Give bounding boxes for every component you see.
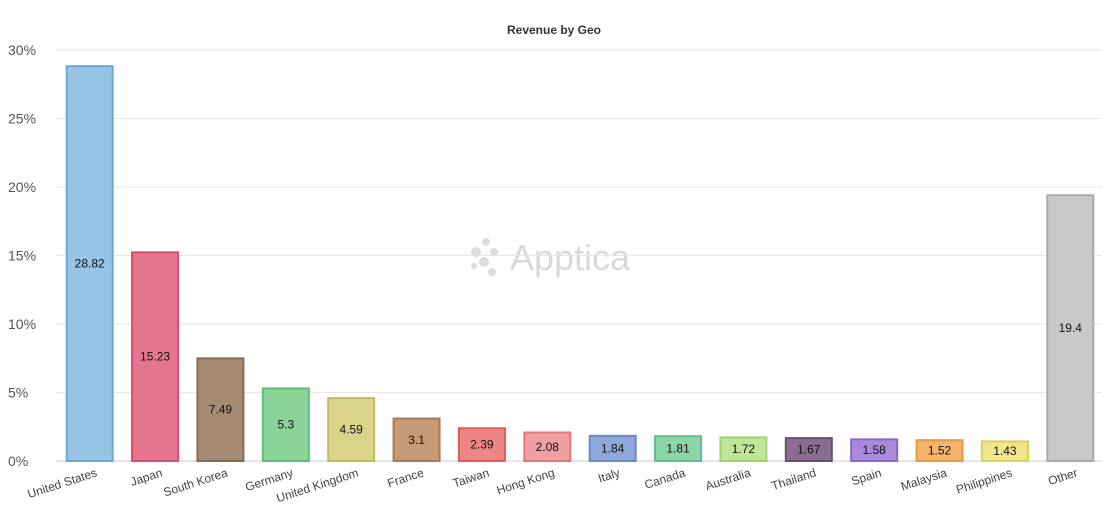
bar[interactable] [850,438,899,463]
bar[interactable] [719,436,768,463]
bar[interactable] [654,435,703,463]
x-tick-label: Italy [596,466,621,486]
x-tick-label: Hong Kong [495,466,556,498]
data-label: 1.67 [797,443,821,457]
bar[interactable] [196,357,245,462]
data-label: 1.81 [666,442,690,456]
data-label: 1.72 [732,442,756,456]
data-label: 5.3 [277,418,294,432]
apptica-logo-dot [471,263,477,269]
data-label: 15.23 [140,350,170,364]
data-label: 1.43 [993,444,1017,458]
bar[interactable] [1046,194,1095,462]
x-tick-label: Thailand [770,466,818,494]
x-tick-label: Taiwan [451,466,491,491]
y-tick-label: 10% [8,316,36,332]
x-tick-label: Malaysia [899,465,949,493]
bar[interactable] [784,437,833,463]
data-label: 28.82 [75,257,105,271]
apptica-logo-dot [471,247,481,257]
data-label: 19.4 [1059,321,1083,335]
x-tick-label: South Korea [162,465,230,499]
apptica-logo-dot [482,238,490,246]
apptica-logo-dot [488,268,496,276]
x-tick-label: Other [1046,466,1079,489]
data-label: 3.1 [408,433,425,447]
watermark: Apptica [471,237,631,278]
y-tick-label: 25% [8,111,36,127]
x-tick-label: Australia [704,465,753,493]
x-tick-label: United States [26,466,99,502]
apptica-logo-icon [471,238,498,276]
chart-title: Revenue by Geo [507,23,601,37]
bar[interactable] [915,439,964,462]
x-tick-label: Japan [129,466,164,489]
bar[interactable] [392,417,441,462]
data-label: 1.84 [601,441,625,455]
data-label: 4.59 [340,423,364,437]
x-tick-label: Philippines [954,466,1014,497]
y-tick-label: 30% [8,42,36,58]
data-label: 2.08 [536,440,560,454]
bar[interactable] [588,434,637,462]
x-tick-label: Canada [643,465,688,491]
y-axis-ticks: 0% 5% 10% 15% 20% 25% 30% [8,42,36,469]
x-tick-label: Spain [850,466,884,489]
data-label: 1.52 [928,444,952,458]
bar[interactable] [65,65,114,463]
data-labels: 28.82 15.23 7.49 5.3 4.59 3.1 2.39 2.08 1.84 1.81… [75,257,1083,459]
bar[interactable] [261,387,310,463]
bar[interactable] [523,431,572,462]
y-tick-label: 15% [8,248,36,264]
y-tick-label: 20% [8,179,36,195]
bar[interactable] [327,397,376,463]
bar[interactable] [131,251,180,462]
bars [65,65,1095,463]
data-label: 1.58 [863,443,887,457]
x-tick-label: France [386,465,426,490]
y-tick-label: 5% [8,385,28,401]
bar[interactable] [457,427,506,462]
apptica-logo-dot [490,248,498,256]
data-label: 2.39 [470,438,494,452]
apptica-logo-dot [479,257,489,267]
data-label: 7.49 [209,403,233,417]
watermark-text: Apptica [510,237,631,278]
bar[interactable] [980,440,1029,462]
y-tick-label: 0% [8,453,28,469]
